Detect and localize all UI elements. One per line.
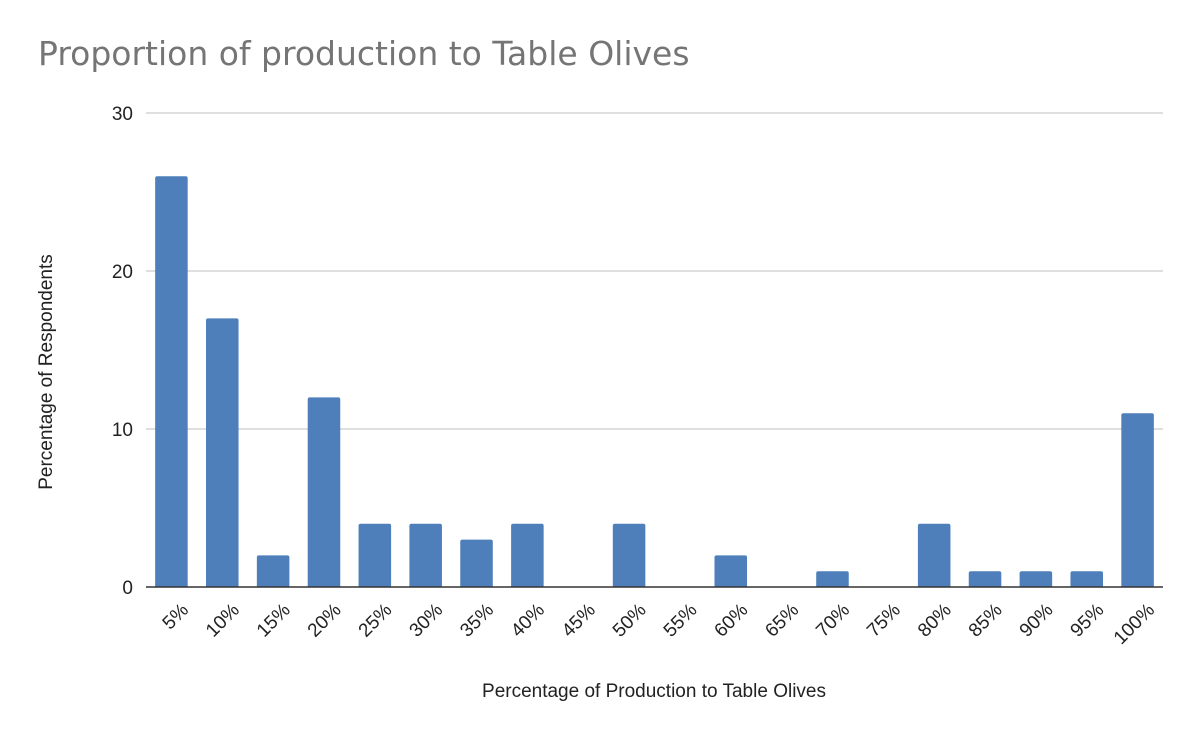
x-tick-label: 45% [558,600,600,642]
x-axis-label: Percentage of Production to Table Olives [482,681,826,702]
bar [714,555,748,587]
x-tick-label: 5% [159,600,193,634]
bar [307,397,341,587]
bar [1019,571,1053,587]
x-tick-label: 35% [456,600,498,642]
bar [206,318,239,587]
x-tick-label: 55% [660,600,702,642]
bar [968,571,1002,587]
x-tick-label: 10% [202,600,244,642]
bar [1121,413,1154,587]
x-tick-label: 75% [863,600,905,642]
x-tick-label: 60% [711,600,753,642]
x-tick-label: 90% [1016,600,1058,642]
x-tick-label: 50% [609,600,651,642]
bar [511,523,544,587]
chart-title: Proportion of production to Table Olives [38,34,690,73]
y-tick-label: 0 [122,578,133,599]
x-tick-label: 65% [761,600,803,642]
x-tick-label: 15% [253,600,295,642]
bar [409,523,442,587]
x-tick-label: 95% [1067,600,1109,642]
bar [256,555,290,587]
bar [155,176,188,587]
x-tick-label: 40% [507,600,549,642]
x-tick-label: 20% [304,600,346,642]
x-tick-label: 25% [355,600,397,642]
x-tick-label: 85% [965,600,1007,642]
bar [917,523,951,587]
x-tick-label: 70% [812,600,854,642]
y-tick-label: 20 [112,262,133,283]
bar [816,571,849,587]
bar [612,523,646,587]
x-tick-label: 100% [1110,600,1159,649]
y-tick-label: 10 [112,420,133,441]
x-tick-label: 30% [406,600,448,642]
bar [358,523,392,587]
x-tick-label: 80% [914,600,956,642]
bar [1070,571,1103,587]
y-tick-label: 30 [112,104,133,125]
bar [460,539,493,587]
